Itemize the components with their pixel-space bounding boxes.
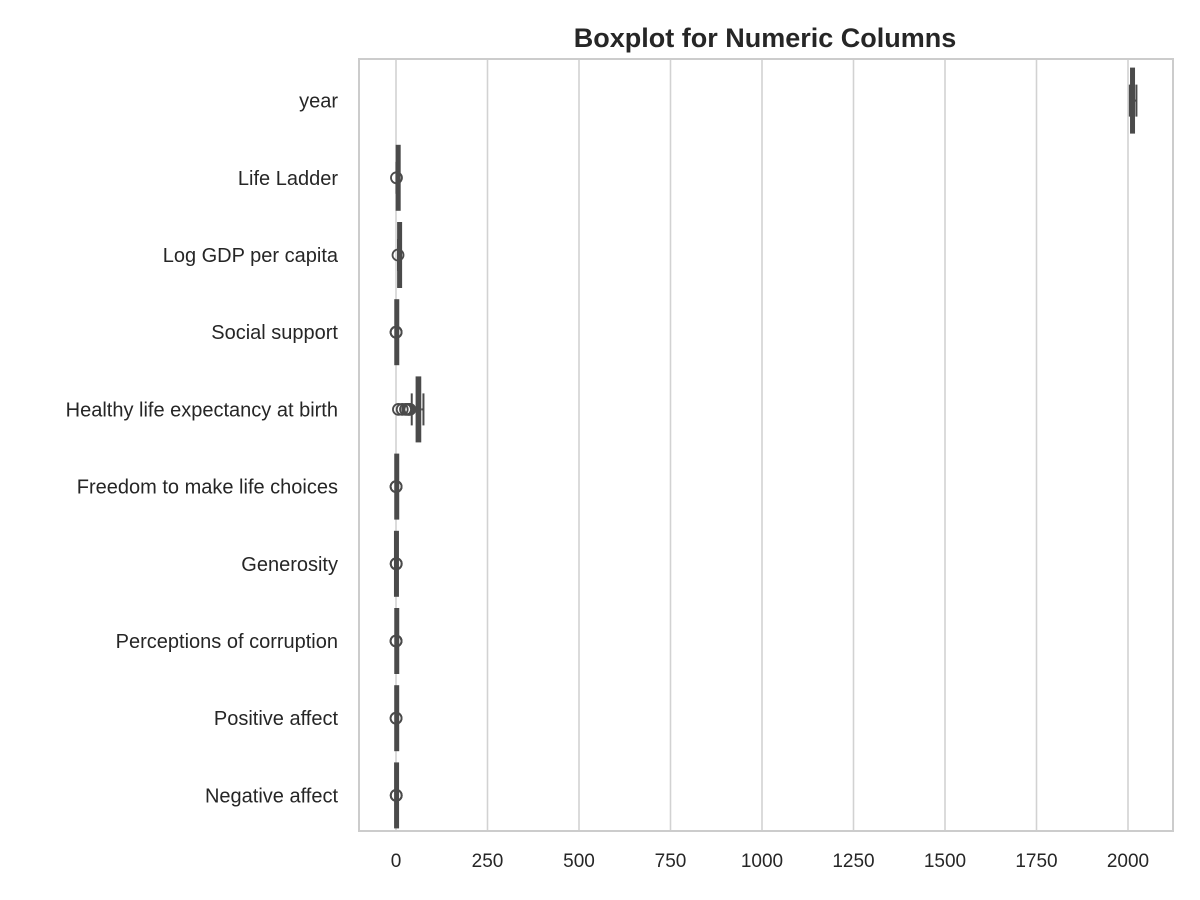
chart-title: Boxplot for Numeric Columns [574,23,957,53]
x-axis-tick-labels: 0 250 500 750 1000 1250 1500 1750 2000 [391,851,1149,872]
y-tick-label: Freedom to make life choices [77,477,338,499]
box-group [389,530,403,597]
outlier-point [391,248,405,262]
outlier-point [389,557,403,571]
y-tick-label: Life Ladder [238,168,338,190]
x-tick-label: 0 [391,851,402,872]
box-series [389,67,1138,829]
y-tick-label: Healthy life expectancy at birth [66,399,338,421]
box-group [389,685,403,752]
box-group [389,762,403,829]
y-tick-label: Social support [211,322,338,344]
box-group [389,453,403,520]
x-tick-label: 1750 [1015,851,1057,872]
box-group [390,144,403,211]
x-tick-label: 500 [563,851,595,872]
outlier-point [403,402,417,416]
x-tick-label: 1000 [741,851,783,872]
outlier-point [389,480,403,494]
x-tick-label: 750 [655,851,687,872]
outlier-point [389,325,403,339]
box-group [389,608,403,674]
box-group [1128,67,1138,134]
outlier-point [389,711,403,725]
x-tick-label: 1250 [832,851,874,872]
y-tick-label: Negative affect [205,785,338,807]
x-tick-label: 1500 [924,851,966,872]
y-tick-label: Positive affect [214,708,339,730]
box-group [389,299,403,366]
outlier-point [389,634,403,648]
y-tick-label: Perceptions of corruption [116,631,338,653]
y-tick-label: year [299,91,338,113]
y-tick-label: Log GDP per capita [163,245,339,267]
x-tick-label: 2000 [1107,851,1149,872]
outlier-point [389,789,403,802]
grid-lines [395,59,1129,831]
box-group [391,222,405,288]
y-tick-label: Generosity [241,554,338,576]
outlier-point [395,402,409,416]
box-group [392,376,425,443]
x-tick-label: 250 [472,851,504,872]
outlier-point [390,171,403,185]
y-axis-labels: year Life Ladder Log GDP per capita Social … [66,91,339,808]
plot-frame [358,58,1174,832]
